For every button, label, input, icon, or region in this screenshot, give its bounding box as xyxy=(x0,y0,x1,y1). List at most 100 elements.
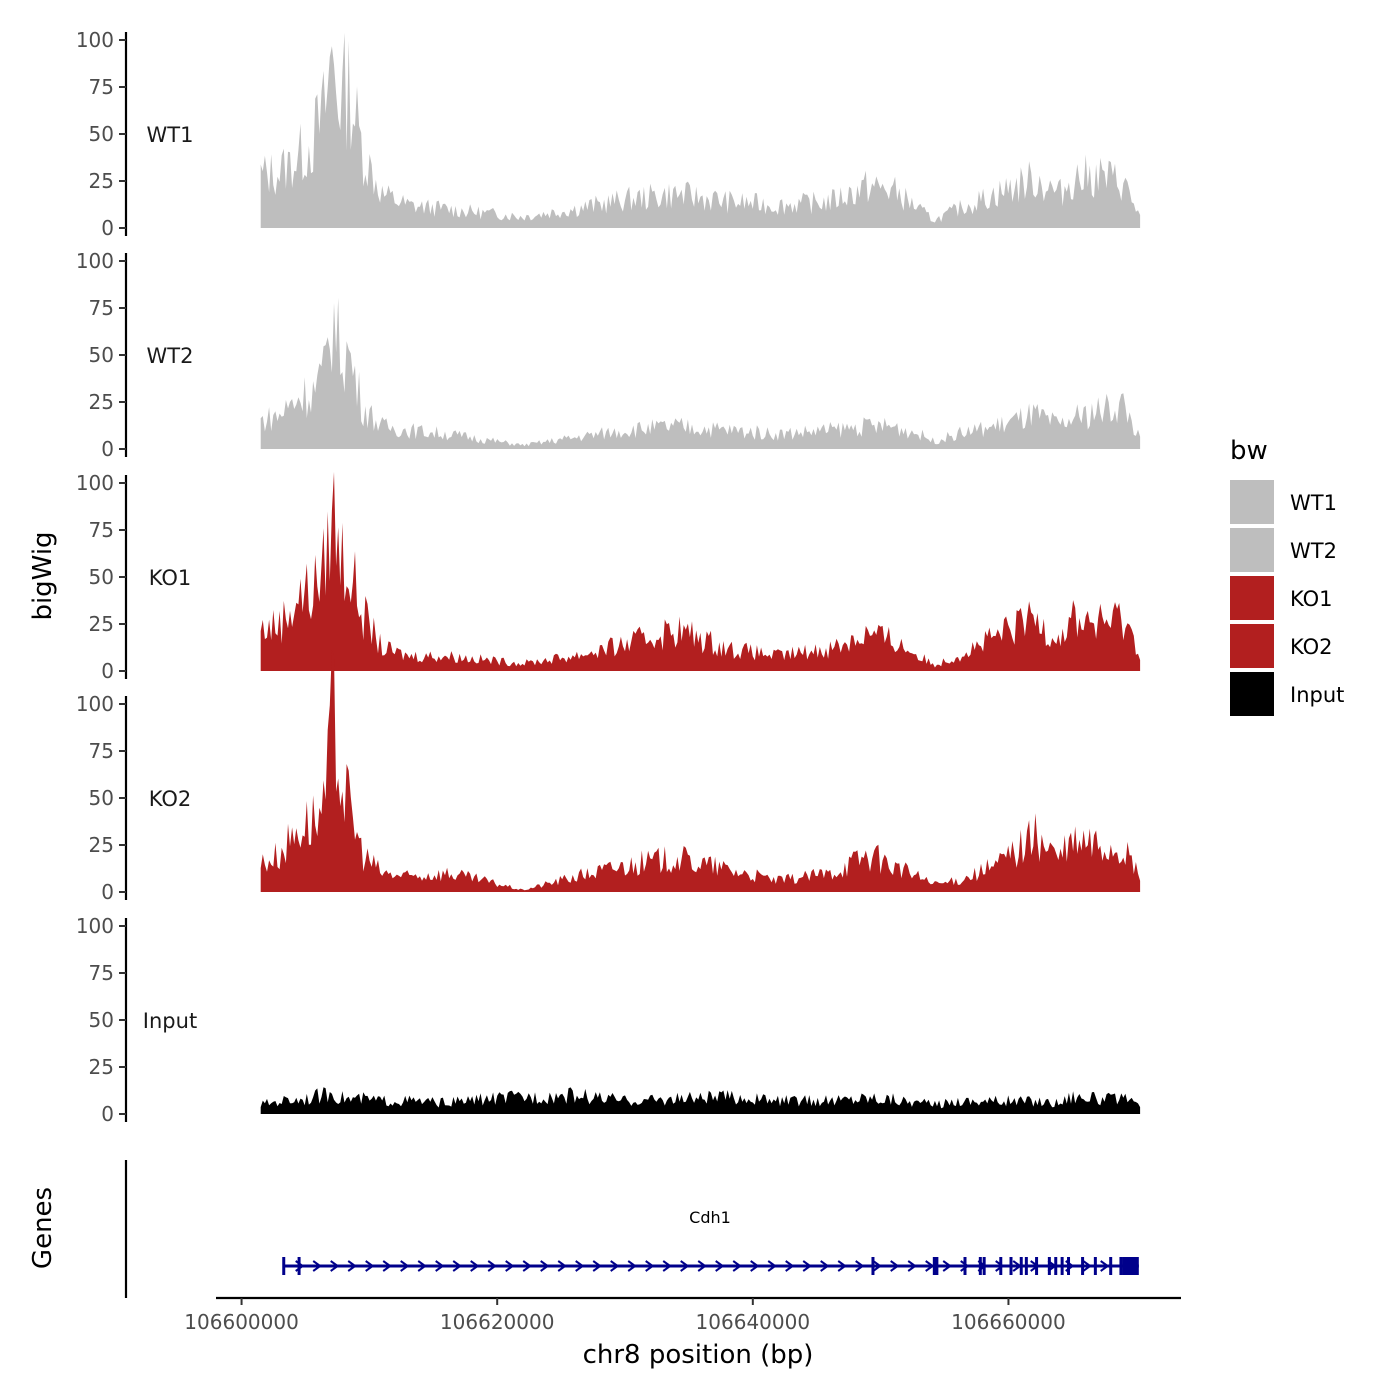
strand-arrow xyxy=(312,1260,322,1272)
signal-panels: 0 25 50 75 100 WT1 0 25 50 75 100 WT2 0 25 50 75 100 KO1 0… xyxy=(76,28,1141,1126)
y-tick-label: 50 xyxy=(89,122,114,146)
y-tick-label: 50 xyxy=(89,343,114,367)
strand-arrow xyxy=(855,1260,865,1272)
y-tick-label: 75 xyxy=(89,739,114,763)
x-axis-title: chr8 position (bp) xyxy=(583,1340,814,1370)
strand-arrow xyxy=(820,1260,830,1272)
track-label-ko1: KO1 xyxy=(149,566,192,590)
y-tick-label: 75 xyxy=(89,961,114,985)
x-axis: 106600000 106620000 106640000 106660000 xyxy=(184,1296,1181,1334)
strand-arrow xyxy=(837,1260,847,1272)
strand-arrow xyxy=(505,1260,515,1272)
signal-area-wt2 xyxy=(260,297,1141,449)
y-tick-label: 50 xyxy=(89,565,114,589)
signal-area-ko2 xyxy=(260,649,1141,892)
legend-key-ko2 xyxy=(1230,624,1274,668)
y-tick-label: 25 xyxy=(89,390,114,414)
strand-arrow xyxy=(925,1260,935,1272)
strand-arrow xyxy=(610,1260,620,1272)
strand-arrow xyxy=(487,1260,497,1272)
y-tick-label: 25 xyxy=(89,169,114,193)
strand-arrow xyxy=(470,1260,480,1272)
signal-area-ko1 xyxy=(260,471,1141,671)
y-tick-label: 75 xyxy=(89,75,114,99)
track-label-wt1: WT1 xyxy=(147,123,194,147)
panel-ko1: 0 25 50 75 100 KO1 xyxy=(76,471,1141,683)
legend-key-wt1 xyxy=(1230,480,1274,524)
signal-area-input xyxy=(260,1087,1141,1114)
legend-label-ko2: KO2 xyxy=(1290,635,1333,659)
strand-arrow xyxy=(715,1260,725,1272)
legend-label-wt2: WT2 xyxy=(1290,539,1337,563)
strand-arrow xyxy=(907,1260,917,1272)
strand-arrow xyxy=(417,1260,427,1272)
y-tick-label: 0 xyxy=(101,880,114,904)
legend: bw WT1 WT2 KO1 KO2 Input xyxy=(1230,436,1344,716)
legend-label-wt1: WT1 xyxy=(1290,491,1337,515)
y-tick-label: 100 xyxy=(76,28,114,52)
panel-wt2: 0 25 50 75 100 WT2 xyxy=(76,249,1141,461)
strand-arrow xyxy=(347,1260,357,1272)
y-tick-label: 25 xyxy=(89,612,114,636)
strand-arrow xyxy=(365,1260,375,1272)
strand-arrow xyxy=(750,1260,760,1272)
legend-title: bw xyxy=(1230,436,1268,466)
x-tick-label: 106600000 xyxy=(184,1310,299,1334)
track-label-wt2: WT2 xyxy=(147,344,194,368)
strand-arrow xyxy=(1082,1260,1092,1272)
strand-arrow xyxy=(1100,1260,1110,1272)
panel-ko2: 0 25 50 75 100 KO2 xyxy=(76,649,1141,904)
y-tick-label: 0 xyxy=(101,437,114,461)
gene-track-title: Genes xyxy=(28,1187,58,1269)
strand-arrow xyxy=(452,1260,462,1272)
y-tick-label: 0 xyxy=(101,1102,114,1126)
track-label-ko2: KO2 xyxy=(149,787,192,811)
strand-arrow xyxy=(680,1260,690,1272)
y-tick-label: 50 xyxy=(89,1008,114,1032)
y-tick-label: 0 xyxy=(101,659,114,683)
panel-wt1: 0 25 50 75 100 WT1 xyxy=(76,28,1141,240)
y-tick-label: 100 xyxy=(76,249,114,273)
y-tick-label: 50 xyxy=(89,786,114,810)
strand-arrow xyxy=(785,1260,795,1272)
gene-label: Cdh1 xyxy=(689,1208,731,1227)
strand-arrow xyxy=(400,1260,410,1272)
strand-arrow xyxy=(557,1260,567,1272)
legend-key-ko1 xyxy=(1230,576,1274,620)
y-tick-label: 100 xyxy=(76,692,114,716)
x-tick-label: 106620000 xyxy=(440,1310,555,1334)
strand-arrow xyxy=(767,1260,777,1272)
x-tick-label: 106640000 xyxy=(696,1310,811,1334)
strand-arrow xyxy=(872,1260,882,1272)
legend-key-wt2 xyxy=(1230,528,1274,572)
strand-arrow xyxy=(802,1260,812,1272)
strand-arrow xyxy=(435,1260,445,1272)
signal-area-wt1 xyxy=(260,32,1141,229)
strand-arrow xyxy=(627,1260,637,1272)
strand-arrow xyxy=(330,1260,340,1272)
strand-arrow xyxy=(890,1260,900,1272)
gene-3prime-block xyxy=(1122,1257,1139,1275)
y-tick-label: 100 xyxy=(76,914,114,938)
track-label-input: Input xyxy=(143,1009,197,1033)
strand-arrow xyxy=(645,1260,655,1272)
strand-arrow xyxy=(522,1260,532,1272)
legend-label-input: Input xyxy=(1290,683,1344,707)
panel-input: 0 25 50 75 100 Input xyxy=(76,914,1141,1126)
strand-arrow xyxy=(662,1260,672,1272)
strand-arrow xyxy=(697,1260,707,1272)
strand-arrow xyxy=(732,1260,742,1272)
x-tick-label: 106660000 xyxy=(951,1310,1066,1334)
legend-key-input xyxy=(1230,672,1274,716)
y-tick-label: 75 xyxy=(89,518,114,542)
y-tick-label: 75 xyxy=(89,296,114,320)
strand-arrow xyxy=(382,1260,392,1272)
strand-arrow xyxy=(995,1260,1005,1272)
y-tick-label: 0 xyxy=(101,216,114,240)
gene-track: Cdh1 xyxy=(124,1160,1139,1298)
y-tick-label: 25 xyxy=(89,833,114,857)
strand-arrow xyxy=(960,1260,970,1272)
y-axis-title: bigWig xyxy=(28,531,58,620)
strand-arrow xyxy=(942,1260,952,1272)
